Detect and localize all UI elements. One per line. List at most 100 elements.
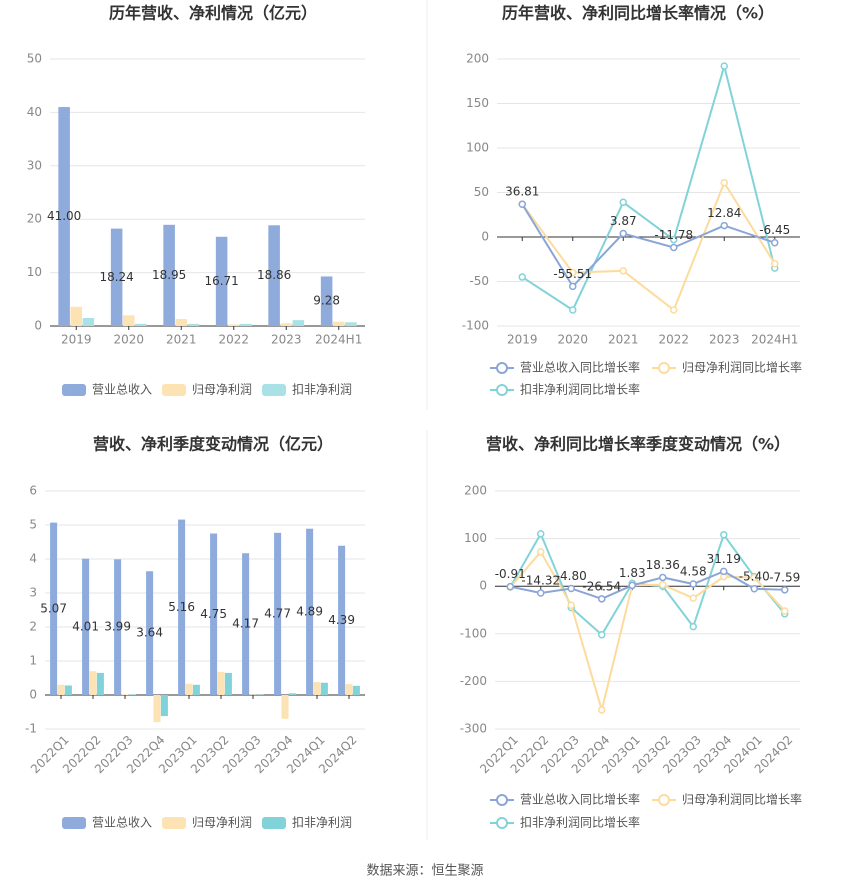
bar xyxy=(280,323,293,326)
legend-label: 扣非净利润 xyxy=(292,816,352,830)
point xyxy=(771,238,779,247)
point xyxy=(781,586,789,594)
bar xyxy=(89,671,97,695)
y-tick-label: 0 xyxy=(34,319,42,333)
y-tick-label: 10 xyxy=(27,265,42,279)
point xyxy=(720,62,728,70)
point xyxy=(689,580,697,588)
point xyxy=(720,567,728,576)
bar xyxy=(215,236,228,326)
bar xyxy=(288,693,296,695)
point xyxy=(720,178,728,187)
x-tick-label: 2024H1 xyxy=(315,333,362,347)
y-tick-label: 100 xyxy=(464,531,487,545)
legend-swatch xyxy=(62,817,86,829)
bar xyxy=(175,319,188,326)
data-label: -0.91 xyxy=(495,567,526,581)
point xyxy=(518,273,526,281)
point xyxy=(670,306,678,314)
bar xyxy=(224,672,232,695)
point xyxy=(537,548,545,556)
point xyxy=(720,531,728,539)
bar xyxy=(281,695,289,719)
legend-label: 归母净利润同比增长率 xyxy=(682,360,802,375)
data-label: -14.32 xyxy=(521,574,560,588)
bar xyxy=(153,695,161,723)
legend-label: 扣非净利润同比增长率 xyxy=(520,815,640,830)
legend-swatch xyxy=(62,384,86,396)
bar xyxy=(345,322,357,326)
x-tick-label: 2019 xyxy=(507,333,538,347)
data-label: 3.99 xyxy=(104,620,131,634)
y-tick-label: -100 xyxy=(460,626,487,640)
bar xyxy=(114,559,122,695)
data-label: 18.36 xyxy=(646,558,680,572)
data-label: 18.24 xyxy=(99,270,133,284)
bar xyxy=(160,695,168,717)
data-label: 3.87 xyxy=(610,214,637,228)
point xyxy=(670,235,678,244)
data-label: -26.54 xyxy=(582,579,621,593)
source: 数据来源：恒生聚源 xyxy=(366,864,483,879)
y-tick-label: 150 xyxy=(466,96,489,110)
point xyxy=(659,573,667,582)
y-tick-label: -50 xyxy=(469,274,489,288)
line xyxy=(521,180,776,312)
y-tick-label: 200 xyxy=(466,52,489,66)
x-tick-label: 2020 xyxy=(113,333,144,347)
chart-title: 历年营收、净利情况（亿元） xyxy=(109,4,317,23)
y-tick-label: 5 xyxy=(29,518,37,532)
legend-label: 归母净利润 xyxy=(192,816,252,830)
legend-label: 营业总收入 xyxy=(92,383,152,397)
bar xyxy=(178,519,186,695)
data-label: 41.00 xyxy=(47,209,81,223)
data-label: 5.07 xyxy=(40,601,67,615)
bar xyxy=(306,528,314,695)
data-label: 4.75 xyxy=(200,607,227,621)
line xyxy=(510,570,785,600)
point xyxy=(689,594,697,602)
data-label: -55.51 xyxy=(553,267,592,281)
chart-title: 营收、净利同比增长率季度变动情况（%） xyxy=(486,435,790,454)
point xyxy=(619,229,627,238)
bar xyxy=(292,320,305,326)
x-tick-label: 2019 xyxy=(61,333,92,347)
data-label: -7.59 xyxy=(769,570,800,584)
legend-swatch xyxy=(496,384,508,396)
bar xyxy=(82,558,90,695)
legend-swatch xyxy=(496,362,508,374)
legend-label: 扣非净利润同比增长率 xyxy=(520,382,640,397)
y-tick-label: 200 xyxy=(464,484,487,498)
legend-label: 营业总收入 xyxy=(92,816,152,830)
data-label: -11.78 xyxy=(654,228,693,242)
legend-swatch xyxy=(162,384,186,396)
bar xyxy=(146,571,154,695)
y-tick-label: -1 xyxy=(25,722,37,736)
bar xyxy=(82,317,95,326)
point xyxy=(598,706,606,714)
data-label: 31.19 xyxy=(707,552,741,566)
legend-label: 归母净利润同比增长率 xyxy=(682,792,802,807)
point xyxy=(537,589,545,597)
bar xyxy=(332,321,345,326)
bar xyxy=(64,685,72,695)
point xyxy=(771,259,779,268)
legend-swatch xyxy=(658,794,670,806)
bar xyxy=(345,684,353,695)
bar xyxy=(122,315,135,326)
bar xyxy=(313,682,321,695)
y-tick-label: 50 xyxy=(474,185,489,199)
bar xyxy=(58,107,70,326)
data-label: 1.83 xyxy=(619,566,646,580)
bar xyxy=(192,684,200,695)
legend-swatch xyxy=(496,817,508,829)
point xyxy=(670,243,678,252)
y-tick-label: 100 xyxy=(466,141,489,155)
bar xyxy=(163,224,175,326)
data-label: -5.40 xyxy=(739,569,770,583)
point xyxy=(567,601,575,609)
bar xyxy=(320,276,333,326)
bar xyxy=(70,306,83,326)
data-label: 4.89 xyxy=(296,604,323,618)
